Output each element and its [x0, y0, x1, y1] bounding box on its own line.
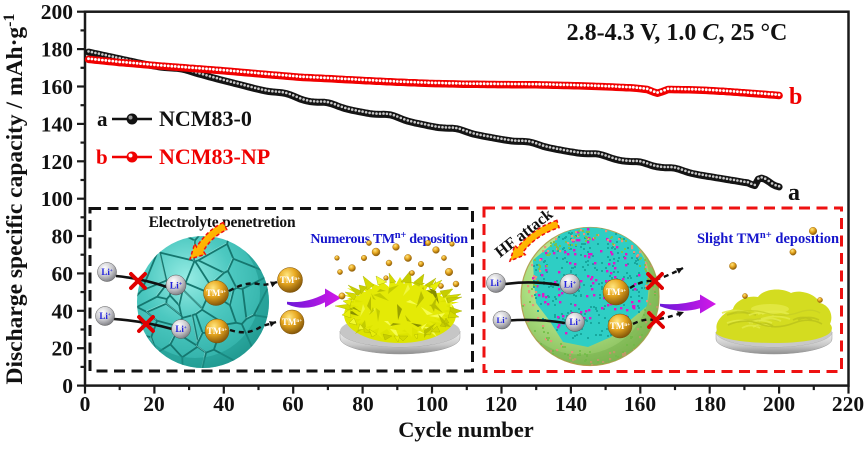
svg-text:200: 200 [41, 0, 73, 24]
svg-text:0: 0 [80, 392, 91, 416]
svg-text:20: 20 [143, 392, 165, 416]
svg-text:Discharge specific capacity /: Discharge specific capacity / mAh·g-1 [1, 14, 28, 385]
svg-text:a: a [788, 180, 800, 206]
svg-text:60: 60 [52, 262, 74, 286]
svg-text:40: 40 [52, 299, 74, 323]
svg-text:b: b [96, 145, 108, 169]
svg-text:Numerous TMn+ deposition: Numerous TMn+ deposition [310, 230, 468, 247]
svg-text:160: 160 [624, 392, 656, 416]
svg-text:20: 20 [52, 337, 74, 361]
svg-text:220: 220 [832, 392, 864, 416]
svg-text:160: 160 [41, 75, 73, 99]
svg-text:100: 100 [41, 187, 73, 211]
svg-text:140: 140 [555, 392, 587, 416]
svg-text:Cycle number: Cycle number [398, 417, 534, 442]
svg-text:100: 100 [416, 392, 448, 416]
svg-text:60: 60 [282, 392, 304, 416]
svg-text:b: b [789, 84, 802, 110]
svg-text:180: 180 [694, 392, 726, 416]
svg-text:40: 40 [213, 392, 235, 416]
svg-text:180: 180 [41, 38, 73, 62]
svg-text:80: 80 [52, 225, 74, 249]
svg-text:2.8-4.3 V, 1.0 C, 25 °C: 2.8-4.3 V, 1.0 C, 25 °C [567, 20, 788, 46]
svg-text:120: 120 [485, 392, 517, 416]
svg-text:120: 120 [41, 150, 73, 174]
svg-text:NCM83-NP: NCM83-NP [159, 144, 270, 169]
svg-text:a: a [97, 107, 108, 131]
svg-text:140: 140 [41, 112, 73, 136]
svg-text:0: 0 [62, 374, 73, 398]
svg-text:NCM83-0: NCM83-0 [159, 106, 252, 131]
svg-text:80: 80 [352, 392, 374, 416]
svg-text:200: 200 [763, 392, 795, 416]
